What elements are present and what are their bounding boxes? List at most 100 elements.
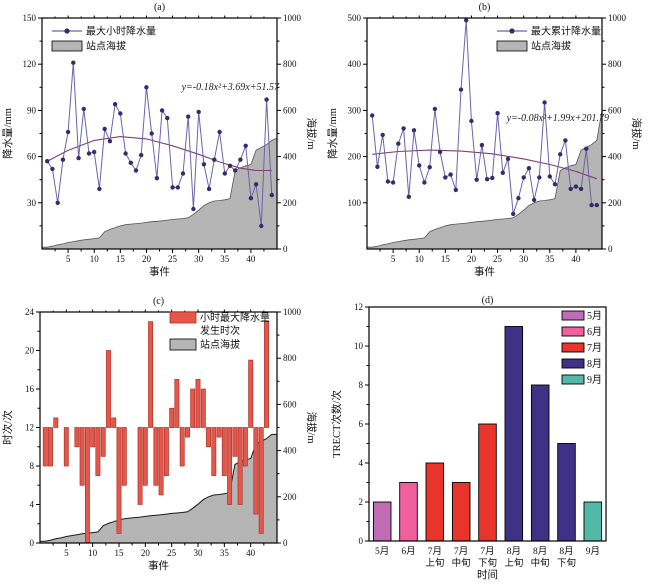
y2-tick-label: 800 [283,353,297,363]
x-tick-label: 30 [519,254,529,264]
x-axis-title: 事件 [474,265,495,278]
y2-tick-label: 200 [283,492,297,502]
y-tick-label: 200 [348,152,362,162]
hour-bar [111,417,117,428]
data-point [175,185,180,190]
data-point [448,172,453,177]
y2-tick-label: 400 [283,446,297,456]
data-point [406,194,411,199]
y2-tick-label: 0 [283,244,288,254]
data-point [112,102,118,107]
data-point [589,202,594,208]
legend-marker-sample [64,28,70,34]
x-tick-label: 15 [441,254,451,264]
data-point [253,182,259,187]
y2-tick-label: 400 [283,152,297,162]
y-axis-title: 降水量/mm [1,108,14,159]
x-tick-label: 上旬 [504,557,523,569]
y-axis-title: 时次/次 [1,410,14,445]
x-tick-label: 30 [194,548,204,558]
x-tick-label: 40 [246,254,256,264]
data-point [248,196,254,201]
x-axis-title: 事件 [148,559,169,572]
x-tick-label: 6月 [401,546,415,557]
y-tick-label: 400 [348,59,362,69]
data-point [118,111,123,116]
hour-bar [216,427,222,438]
data-point [92,149,97,155]
hour-bar [232,427,238,457]
x-tick-label: 7月 [428,546,442,557]
y2-tick-label: 200 [283,198,297,208]
x-tick-label: 中旬 [531,557,550,569]
y2-tick-label: 1000 [283,307,302,317]
hour-bar [79,427,85,486]
hour-bar [227,427,233,505]
data-point [469,118,474,124]
data-point [401,126,406,131]
y-axis-title: TRECT次数/次 [330,390,343,458]
data-point [233,168,238,173]
y-tick-label: 2 [359,497,364,507]
data-point [552,182,558,187]
y-tick-label: 12 [25,423,34,433]
hour-bar [53,417,59,428]
data-point [212,157,217,162]
hour-bar [211,427,217,476]
data-point [375,164,380,169]
legend-label: 8月 [587,358,602,370]
data-point [128,160,133,165]
legend-swatch [561,358,585,369]
data-point [370,113,375,118]
legend-label: 站点海拔 [200,338,240,351]
data-point [243,143,248,148]
data-point [594,202,599,208]
trect-bar [583,501,603,542]
y2-tick-label: 200 [608,198,622,208]
legend-swatch [561,342,585,353]
hour-bar [258,427,264,534]
data-point [474,177,479,182]
x-tick-label: 10 [90,254,100,264]
x-tick-label: 25 [167,548,177,558]
x-tick-label: 15 [115,548,125,558]
data-point [505,156,511,162]
trend-line [46,136,272,172]
hour-bar [95,427,101,476]
y-tick-label: 8 [30,461,35,471]
trend-line [372,149,597,180]
y2-tick-label: 800 [608,59,622,69]
y-tick-label: 20 [25,346,35,356]
hour-bar [63,427,69,467]
data-point [170,185,175,190]
legend-label: 7月 [587,342,602,354]
legend-area-sample [496,40,528,52]
panel-title: (b) [479,2,491,13]
data-point [490,175,495,181]
x-tick-label: 8月 [559,546,573,557]
hour-bar [153,427,159,486]
x-tick-label: 中旬 [452,557,471,569]
hour-bar [42,427,48,467]
hour-bar [148,321,154,428]
data-point [222,171,227,176]
data-point [196,109,201,115]
data-point [102,126,107,132]
elevation-area [366,110,603,250]
data-point [107,139,113,144]
panel-a: 30 60 90 120 150 0 200 400 600 800 1000 5 10 15 20 25 30… [0,0,325,294]
data-point [165,115,170,121]
data-point [411,128,417,133]
y2-tick-label: 800 [283,59,297,69]
data-point [71,60,76,65]
x-tick-label: 下旬 [478,557,497,569]
data-point [60,157,66,162]
legend-label: 最大小时降水量 [86,25,156,38]
hour-bar [248,359,254,428]
x-tick-label: 上旬 [425,557,444,569]
data-point [526,166,532,171]
y-tick-label: 12 [354,302,363,312]
x-tick-label: 15 [116,254,126,264]
data-point [531,197,537,203]
hour-bar [253,427,259,515]
